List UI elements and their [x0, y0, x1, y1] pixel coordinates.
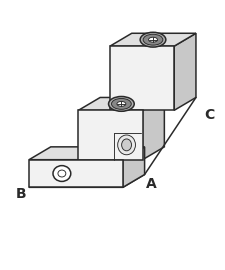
- Ellipse shape: [140, 32, 166, 47]
- Polygon shape: [29, 174, 145, 187]
- Text: A: A: [146, 177, 157, 191]
- Text: B: B: [16, 187, 27, 201]
- Polygon shape: [79, 97, 164, 110]
- Polygon shape: [29, 147, 145, 160]
- Ellipse shape: [148, 37, 157, 42]
- Polygon shape: [110, 33, 196, 46]
- Ellipse shape: [58, 170, 66, 177]
- Text: D: D: [72, 158, 83, 173]
- Polygon shape: [123, 147, 145, 187]
- Ellipse shape: [112, 99, 131, 109]
- Polygon shape: [29, 160, 123, 187]
- Ellipse shape: [53, 166, 71, 181]
- Text: C: C: [204, 108, 214, 122]
- Ellipse shape: [118, 135, 135, 155]
- Polygon shape: [110, 46, 174, 110]
- Ellipse shape: [143, 34, 163, 45]
- Polygon shape: [79, 110, 143, 160]
- Polygon shape: [174, 33, 196, 110]
- Ellipse shape: [117, 102, 126, 106]
- Polygon shape: [143, 97, 164, 160]
- Ellipse shape: [122, 139, 131, 151]
- Ellipse shape: [108, 96, 134, 111]
